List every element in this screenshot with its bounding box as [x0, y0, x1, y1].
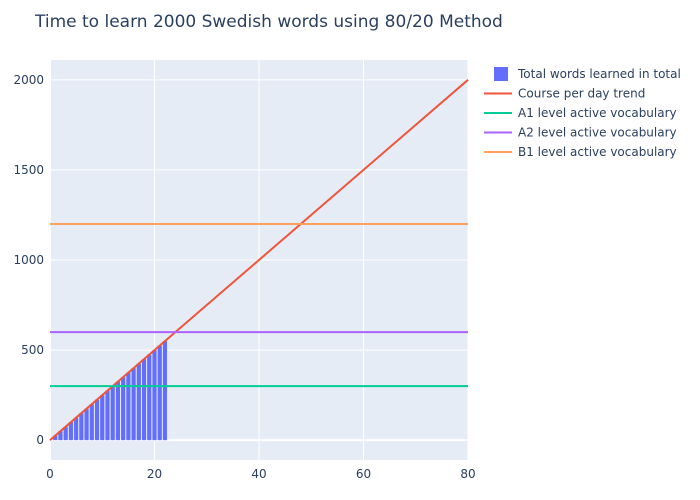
- bar: [58, 431, 63, 441]
- bar: [131, 368, 136, 441]
- series-line: [49, 79, 469, 441]
- y-tick-label: 500: [21, 343, 44, 357]
- bar: [121, 377, 126, 441]
- bar: [74, 417, 79, 441]
- bar: [126, 372, 131, 441]
- bar: [79, 413, 84, 441]
- x-tick-label: 40: [251, 467, 266, 481]
- bar: [100, 395, 105, 441]
- bar: [152, 350, 157, 441]
- legend-swatch-bar: [494, 67, 508, 81]
- bar: [89, 404, 94, 441]
- chart-title: Time to learn 2000 Swedish words using 8…: [35, 12, 503, 32]
- legend-label: A1 level active vocabulary: [518, 106, 677, 120]
- bar: [141, 359, 147, 441]
- bar: [68, 422, 73, 441]
- legend-label: A2 level active vocabulary: [518, 126, 677, 140]
- x-tick-label: 0: [46, 467, 54, 481]
- bar: [136, 363, 141, 441]
- bar: [162, 341, 168, 441]
- x-tick-label: 60: [356, 467, 371, 481]
- bar: [115, 381, 121, 441]
- legend-label: B1 level active vocabulary: [518, 145, 677, 159]
- bar: [110, 386, 115, 441]
- bar: [157, 345, 162, 441]
- ticks-layer: 0 500 1000 1500 2000 0 20 40 60 80: [13, 73, 475, 481]
- bar: [63, 426, 68, 441]
- bar: [53, 435, 58, 441]
- legend-label: Course per day trend: [518, 87, 645, 101]
- x-tick-label: 80: [460, 467, 475, 481]
- y-tick-label: 1000: [13, 253, 44, 267]
- grid-layer: [49, 60, 469, 460]
- bar: [94, 399, 100, 441]
- bars-layer: [53, 341, 168, 441]
- y-tick-label: 0: [36, 433, 44, 447]
- legend: Total words learned in total Course per d…: [484, 67, 681, 159]
- lines-layer: [49, 79, 469, 441]
- bar: [105, 390, 110, 441]
- x-tick-label: 20: [147, 467, 162, 481]
- bar: [147, 354, 152, 441]
- y-tick-label: 2000: [13, 73, 44, 87]
- y-tick-label: 1500: [13, 163, 44, 177]
- bar: [84, 408, 89, 441]
- legend-label: Total words learned in total: [517, 67, 681, 81]
